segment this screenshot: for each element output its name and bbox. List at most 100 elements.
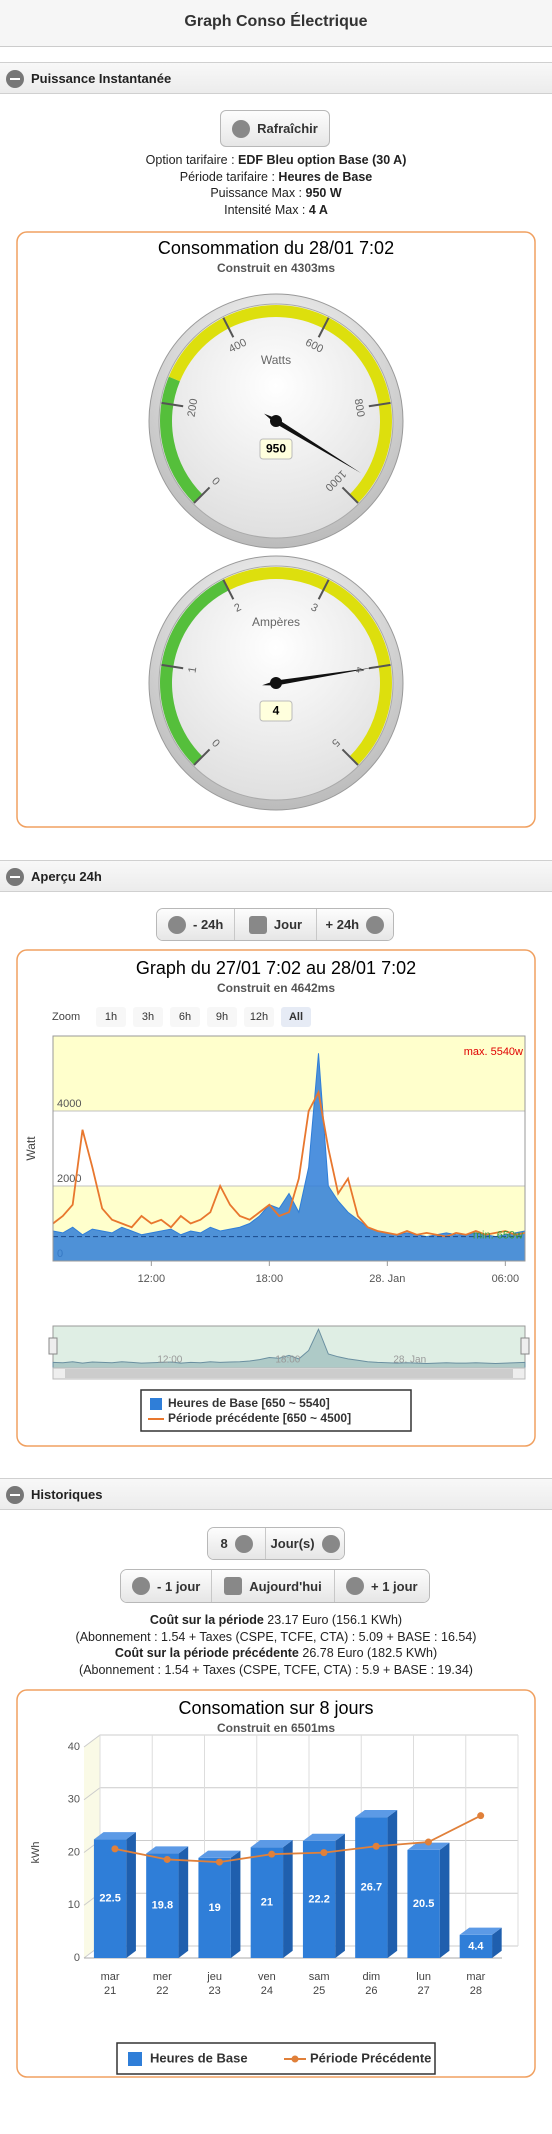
gauge-tick <box>368 401 391 408</box>
gauge-tick-label: 3 <box>309 601 320 614</box>
info-value: 950 W <box>305 186 342 200</box>
value-box <box>259 438 293 460</box>
refresh-icon <box>232 119 251 138</box>
legend-label: Période précédente [650 ~ 4500] <box>168 1411 351 1425</box>
prev-icon <box>168 915 186 934</box>
x-tick-label: 12:00 <box>138 1273 166 1285</box>
gauge-band <box>159 376 203 504</box>
bar <box>407 1849 440 1958</box>
cost-lines: Coût sur la période 23.17 Euro (156.1 KW… <box>0 1612 552 1678</box>
gauge-value: 950 <box>266 442 286 456</box>
count-value: 8 <box>220 1536 228 1551</box>
bar-side <box>492 1927 502 1958</box>
zoom-button-label: 3h <box>142 1011 154 1023</box>
today-button[interactable]: Jour <box>234 909 316 940</box>
x-tick-label: 28. Jan <box>369 1273 405 1285</box>
data-label: 4.4 <box>468 1940 484 1952</box>
zoom-button[interactable] <box>281 1007 311 1027</box>
navigator-area <box>52 1327 526 1369</box>
zoom-label: Zoom <box>52 1011 80 1023</box>
gauge-label: Watts <box>261 353 291 367</box>
bar <box>302 1840 336 1958</box>
gauge-tick <box>341 486 359 504</box>
zoom-button-label: 9h <box>216 1011 228 1023</box>
next-button[interactable]: + 1 jour <box>333 1570 429 1602</box>
legend-swatch <box>150 1398 162 1410</box>
info-label: Intensité Max : <box>224 202 309 217</box>
zoom-button[interactable] <box>170 1007 200 1027</box>
legend-label: Heures de Base [650 ~ 5540] <box>168 1396 330 1410</box>
navigator-label: 28. Jan <box>393 1355 426 1366</box>
point <box>268 1850 276 1858</box>
prev-button[interactable]: - 24h <box>157 909 235 940</box>
zoom-button[interactable] <box>207 1007 237 1027</box>
prev-icon <box>132 1577 151 1595</box>
refresh-button[interactable]: Rafraîchir <box>220 110 330 147</box>
gauge-band <box>160 579 229 766</box>
cost-label: Coût sur la période précédente <box>114 1646 299 1660</box>
zoom-button[interactable] <box>133 1007 163 1027</box>
section-title: Historiques <box>31 1487 103 1502</box>
value-box <box>259 700 293 722</box>
point <box>163 1855 171 1863</box>
gauge-tick <box>193 486 211 504</box>
y-axis-title: kWh <box>30 1842 42 1864</box>
collapse-icon <box>6 868 24 886</box>
collapse-icon <box>6 70 24 88</box>
navigator-handle[interactable] <box>520 1337 530 1355</box>
count-select[interactable]: 8 <box>208 1528 266 1559</box>
legend-label: Heures de Base <box>150 2050 248 2065</box>
next-button[interactable]: + 24h <box>315 909 393 940</box>
section-title: Aperçu 24h <box>31 869 102 884</box>
unit-value: Jour(s) <box>270 1536 315 1551</box>
zoom-button[interactable] <box>96 1007 126 1027</box>
y-tick-label: 10 <box>68 1899 80 1911</box>
bar-top <box>302 1833 345 1841</box>
data-label: 26.7 <box>361 1881 382 1893</box>
chart-subtitle: Construit en 4642ms <box>217 981 335 995</box>
line <box>114 1814 482 1863</box>
section-bar[interactable]: Historiques <box>0 1478 552 1510</box>
info-line: Option tarifaire : EDF Bleu option Base … <box>0 152 552 169</box>
period-select: 8 Jour(s) <box>207 1527 345 1560</box>
prev-button[interactable]: - 1 jour <box>121 1570 212 1602</box>
data-label: 20.5 <box>413 1898 434 1910</box>
gauge-tick-label: 2 <box>232 601 243 614</box>
navigator-handle[interactable] <box>48 1337 58 1355</box>
bar <box>355 1817 388 1958</box>
bar-top <box>459 1927 502 1935</box>
scrollbar-thumb[interactable] <box>65 1369 513 1378</box>
chart-subtitle: Construit en 6501ms <box>217 1721 335 1735</box>
line-panel: Graph du 27/01 7:02 au 28/01 7:02 Constr… <box>16 949 536 1447</box>
bar-top <box>407 1842 450 1850</box>
bar-side <box>126 1832 136 1958</box>
zoom-button-label: All <box>289 1011 303 1023</box>
section-bar[interactable]: Puissance Instantanée <box>0 62 552 94</box>
button-label: - 24h <box>193 917 224 932</box>
bar <box>198 1857 231 1958</box>
gauge-tick <box>222 579 235 600</box>
legend-swatch <box>128 2052 142 2066</box>
button-label: Jour <box>273 917 303 932</box>
zoom-button[interactable] <box>244 1007 274 1027</box>
history-nav: - 1 jour Aujourd'hui + 1 jour <box>120 1569 430 1603</box>
zoom-button-label: 6h <box>179 1011 191 1023</box>
info-lines: Option tarifaire : EDF Bleu option Base … <box>0 152 552 218</box>
gauge-value: 4 <box>273 704 280 718</box>
y-tick-label: 4000 <box>57 1098 81 1110</box>
line <box>52 1053 526 1238</box>
section-bar[interactable]: Aperçu 24h <box>0 860 552 892</box>
area <box>53 1053 525 1261</box>
today-button[interactable]: Aujourd'hui <box>211 1570 334 1602</box>
next-icon <box>366 915 385 934</box>
cost-line: Coût sur la période 23.17 Euro (156.1 KW… <box>0 1612 552 1629</box>
cost-value: 23.17 Euro (156.1 KWh) <box>267 1613 403 1627</box>
navigator-label: 18:00 <box>275 1355 300 1366</box>
legend-box <box>116 2042 436 2075</box>
legend-box <box>140 1389 412 1432</box>
gauge-tick <box>341 748 359 766</box>
bar-top <box>93 1832 136 1840</box>
unit-select[interactable]: Jour(s) <box>265 1528 344 1559</box>
gauge-panel: Consommation du 28/01 7:02 Construit en … <box>16 231 536 828</box>
chart-title: Consommation du 28/01 7:02 <box>158 238 394 258</box>
